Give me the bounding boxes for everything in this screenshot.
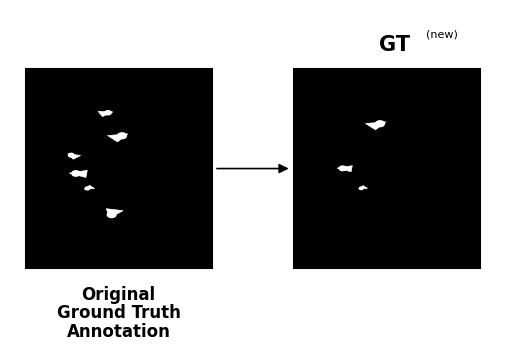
Circle shape: [118, 133, 126, 139]
Polygon shape: [85, 185, 94, 189]
Circle shape: [359, 187, 363, 190]
Polygon shape: [359, 186, 367, 189]
Text: Ground Truth: Ground Truth: [57, 304, 181, 322]
Text: Annotation: Annotation: [67, 323, 171, 341]
Polygon shape: [69, 170, 87, 178]
Polygon shape: [365, 122, 386, 130]
Circle shape: [85, 187, 89, 190]
Polygon shape: [106, 209, 123, 218]
Circle shape: [69, 153, 74, 157]
Circle shape: [105, 111, 111, 115]
Polygon shape: [337, 166, 352, 172]
Polygon shape: [98, 111, 113, 117]
Bar: [26, 69, 212, 268]
Circle shape: [376, 121, 384, 127]
Circle shape: [72, 171, 80, 176]
Text: GT: GT: [379, 35, 410, 55]
Text: (new): (new): [426, 30, 458, 40]
Bar: [294, 69, 480, 268]
Circle shape: [339, 166, 346, 171]
Polygon shape: [107, 134, 128, 142]
Polygon shape: [68, 154, 80, 159]
Circle shape: [107, 212, 116, 217]
Text: Original: Original: [82, 286, 156, 303]
